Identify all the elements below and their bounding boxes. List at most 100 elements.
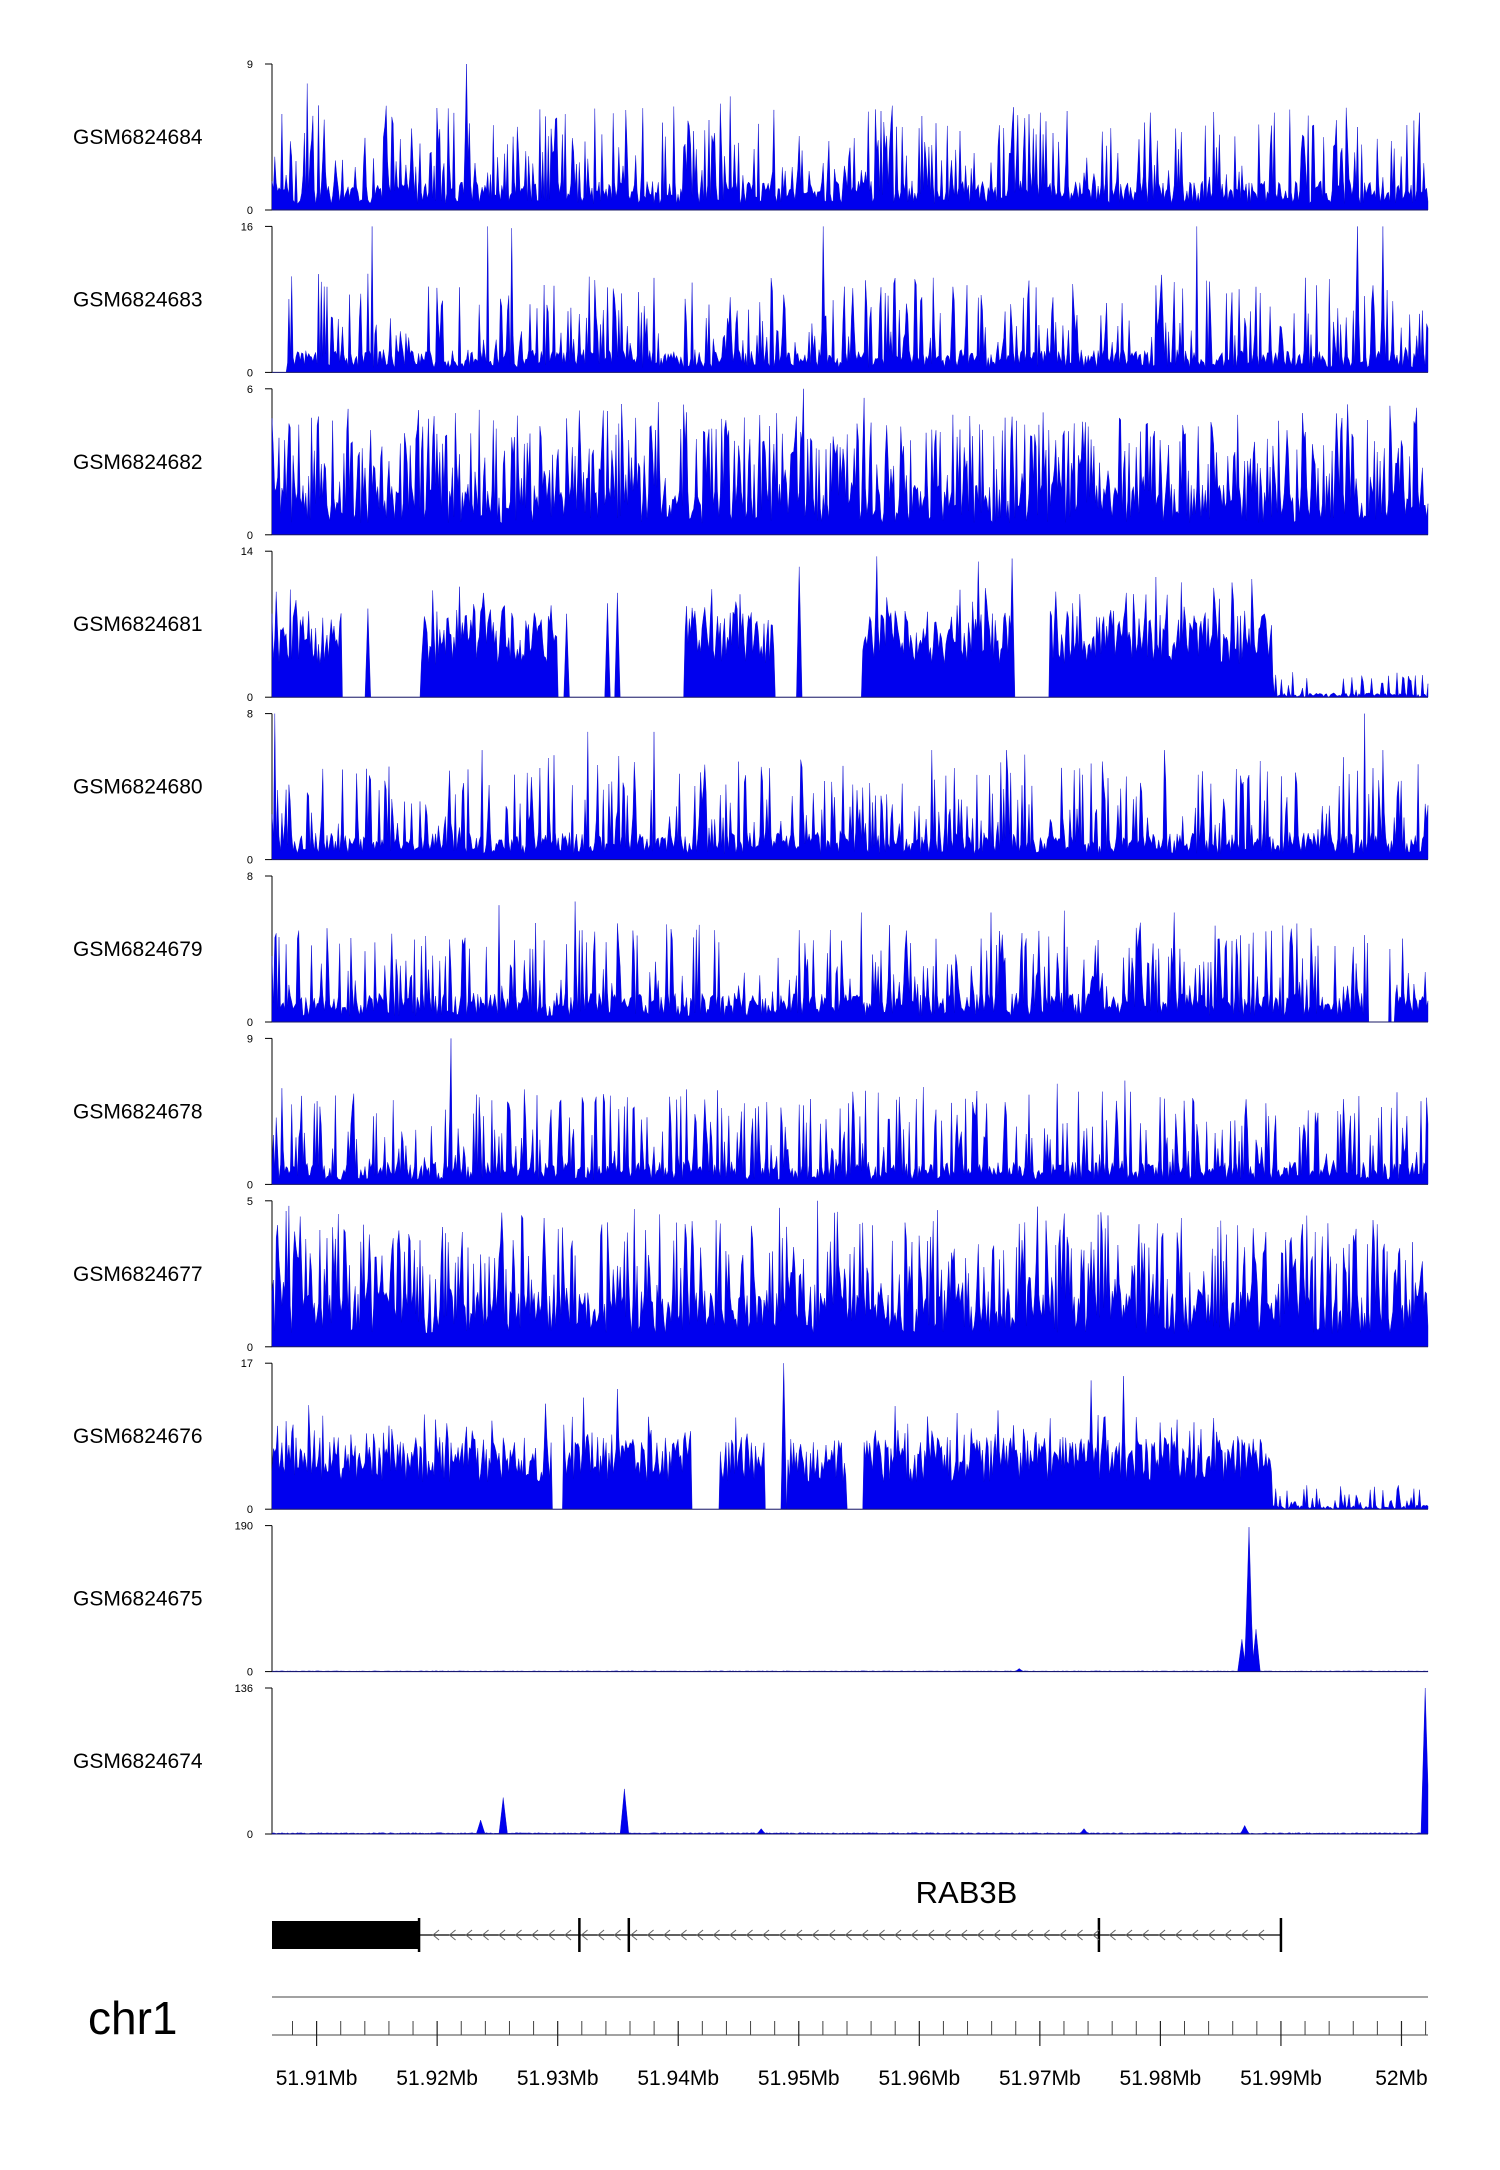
strand-arrow xyxy=(1240,1929,1248,1941)
track-GSM6824675: GSM6824675 190 0 xyxy=(73,1521,1429,1679)
track-GSM6824679: GSM6824679 8 0 xyxy=(73,871,1429,1029)
strand-arrow xyxy=(993,1929,1001,1941)
strand-arrow xyxy=(481,1929,489,1941)
y-tick-label-min: 0 xyxy=(247,367,253,379)
genome-axis-track: 51.91Mb 51.92Mb 51.93Mb 51.94Mb 51.95Mb 51.96… xyxy=(272,1996,1428,2090)
strand-arrow xyxy=(729,1929,737,1941)
strand-arrow xyxy=(1191,1929,1199,1941)
y-tick-label-max: 9 xyxy=(247,1033,253,1045)
strand-arrow xyxy=(712,1929,720,1941)
y-tick-label-min: 0 xyxy=(247,1829,253,1841)
coverage-area xyxy=(271,388,1429,535)
strand-arrow xyxy=(1092,1929,1100,1941)
strand-arrow xyxy=(1108,1929,1116,1941)
coverage-area xyxy=(271,1363,1429,1510)
coverage-area xyxy=(271,1200,1429,1347)
y-tick-label-max: 136 xyxy=(235,1683,253,1695)
strand-arrow xyxy=(877,1929,885,1941)
track-label: GSM6824678 xyxy=(73,1100,203,1123)
axis-tick-label: 51.95Mb xyxy=(758,2067,840,2090)
track-GSM6824677: GSM6824677 5 0 xyxy=(73,1196,1429,1354)
strand-arrow xyxy=(1174,1929,1182,1941)
y-tick-label-min: 0 xyxy=(247,1179,253,1191)
strand-arrow xyxy=(531,1929,539,1941)
coverage-area xyxy=(271,1527,1429,1672)
axis-tick-label: 51.92Mb xyxy=(396,2067,478,2090)
strand-arrow xyxy=(679,1929,687,1941)
strand-arrow xyxy=(1042,1929,1050,1941)
y-tick-label-max: 9 xyxy=(247,59,253,71)
strand-arrow xyxy=(547,1929,555,1941)
axis-tick-label: 51.98Mb xyxy=(1120,2067,1202,2090)
coverage-area xyxy=(271,713,1429,860)
track-label: GSM6824681 xyxy=(73,613,203,636)
strand-arrow xyxy=(1141,1929,1149,1941)
gene-exon-block xyxy=(272,1921,420,1949)
strand-arrow xyxy=(465,1929,473,1941)
track-label: GSM6824683 xyxy=(73,288,203,311)
strand-arrow xyxy=(1257,1929,1265,1941)
strand-arrow xyxy=(663,1929,671,1941)
axis-tick-label: 51.99Mb xyxy=(1240,2067,1322,2090)
track-label: GSM6824677 xyxy=(73,1263,203,1286)
strand-arrow xyxy=(943,1929,951,1941)
axis-tick-label: 52Mb xyxy=(1375,2067,1428,2090)
strand-arrow xyxy=(1224,1929,1232,1941)
strand-arrow xyxy=(514,1929,522,1941)
strand-arrow xyxy=(894,1929,902,1941)
strand-arrow xyxy=(910,1929,918,1941)
track-GSM6824680: GSM6824680 8 0 xyxy=(73,709,1429,867)
strand-arrow xyxy=(811,1929,819,1941)
track-GSM6824683: GSM6824683 16 0 xyxy=(73,221,1429,379)
y-tick-label-max: 8 xyxy=(247,871,253,883)
strand-arrow xyxy=(1158,1929,1166,1941)
coverage-area xyxy=(271,63,1429,211)
track-label: GSM6824674 xyxy=(73,1750,203,1773)
track-label: GSM6824682 xyxy=(73,451,203,474)
y-tick-label-min: 0 xyxy=(247,1017,253,1029)
coverage-area xyxy=(271,901,1429,1023)
strand-arrow xyxy=(927,1929,935,1941)
track-label: GSM6824676 xyxy=(73,1425,203,1448)
strand-arrow xyxy=(564,1929,572,1941)
strand-arrow xyxy=(630,1929,638,1941)
strand-arrow xyxy=(646,1929,654,1941)
y-tick-label-max: 190 xyxy=(235,1521,253,1533)
track-GSM6824684: GSM6824684 9 0 xyxy=(73,59,1429,217)
axis-tick-label: 51.96Mb xyxy=(878,2067,960,2090)
y-tick-label-max: 5 xyxy=(247,1196,253,1208)
gene-model-track: RAB3B xyxy=(272,1875,1283,1952)
y-tick-label-min: 0 xyxy=(247,1667,253,1679)
strand-arrow xyxy=(580,1929,588,1941)
track-GSM6824676: GSM6824676 17 0 xyxy=(73,1358,1429,1516)
strand-arrow xyxy=(976,1929,984,1941)
y-tick-label-max: 14 xyxy=(241,546,253,558)
strand-arrow xyxy=(1207,1929,1215,1941)
track-label: GSM6824680 xyxy=(73,776,203,799)
track-label: GSM6824679 xyxy=(73,938,203,961)
y-tick-label-max: 8 xyxy=(247,709,253,721)
gene-name-label: RAB3B xyxy=(916,1875,1018,1910)
coverage-area xyxy=(271,1687,1429,1835)
chromosome-label: chr1 xyxy=(88,1992,177,2044)
strand-arrow xyxy=(828,1929,836,1941)
y-tick-label-max: 17 xyxy=(241,1358,253,1370)
axis-tick-label: 51.97Mb xyxy=(999,2067,1081,2090)
strand-arrow xyxy=(432,1929,440,1941)
strand-arrow xyxy=(498,1929,506,1941)
strand-arrow xyxy=(1075,1929,1083,1941)
strand-arrow xyxy=(844,1929,852,1941)
strand-arrow xyxy=(1009,1929,1017,1941)
coverage-area xyxy=(271,1038,1429,1185)
track-GSM6824682: GSM6824682 6 0 xyxy=(73,384,1429,542)
strand-arrow xyxy=(762,1929,770,1941)
strand-arrow xyxy=(745,1929,753,1941)
track-label: GSM6824675 xyxy=(73,1588,203,1611)
track-GSM6824678: GSM6824678 9 0 xyxy=(73,1033,1429,1191)
strand-arrow xyxy=(1026,1929,1034,1941)
track-GSM6824674: GSM6824674 136 0 xyxy=(73,1683,1429,1841)
track-GSM6824681: GSM6824681 14 0 xyxy=(73,546,1429,704)
strand-arrow xyxy=(613,1929,621,1941)
y-tick-label-min: 0 xyxy=(247,1342,253,1354)
